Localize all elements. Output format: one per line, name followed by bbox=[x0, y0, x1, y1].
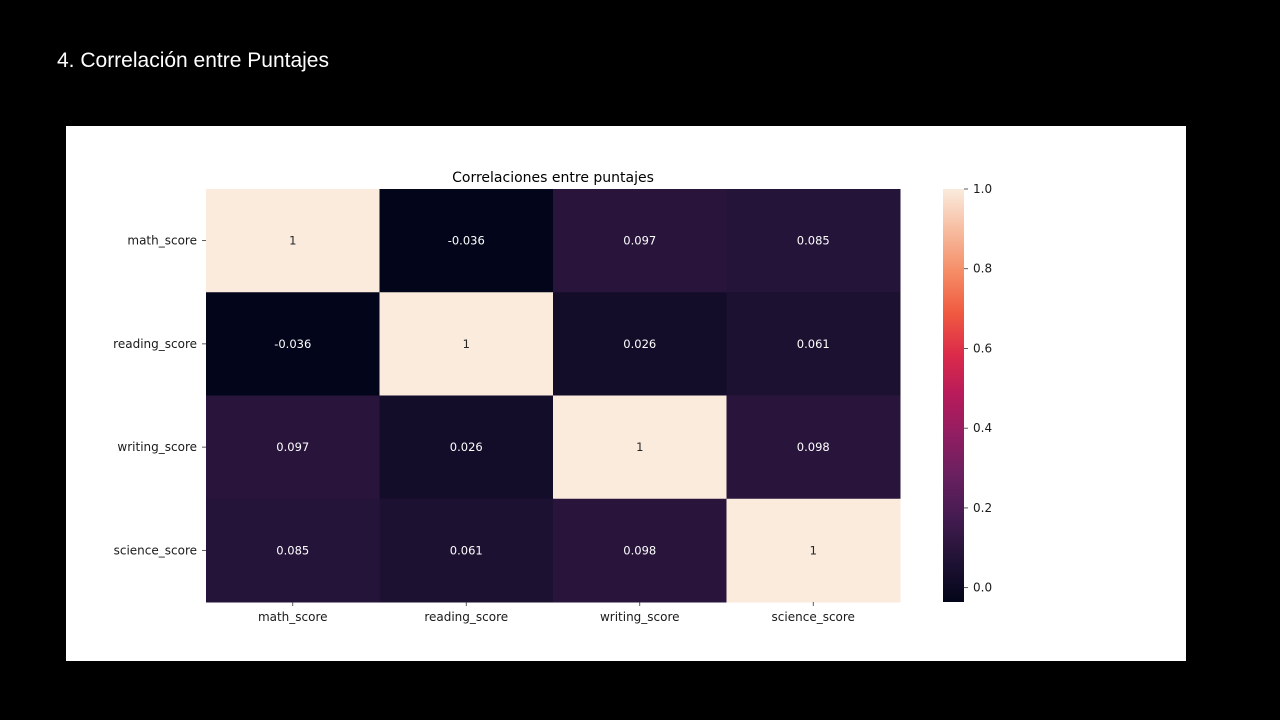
heatmap-cell-label: 0.085 bbox=[797, 234, 830, 248]
heatmap-cell-label: 0.026 bbox=[450, 440, 483, 454]
heatmap-cell-writing_score-writing_score bbox=[553, 395, 727, 500]
heatmap-cell-reading_score-math_score bbox=[206, 292, 380, 396]
heatmap-cell-label: -0.036 bbox=[274, 337, 311, 351]
heatmap-cell-writing_score-reading_score bbox=[379, 395, 554, 500]
heatmap-cell-math_score-writing_score bbox=[553, 189, 727, 293]
heatmap-cell-math_score-math_score bbox=[206, 189, 380, 293]
x-tick-label: math_score bbox=[258, 610, 328, 624]
heatmap-axis-ticks: math_score reading_score writing_score scie… bbox=[113, 234, 855, 624]
heatmap-cell-label: 0.098 bbox=[623, 543, 656, 557]
heatmap-cell-label: -0.036 bbox=[448, 234, 485, 248]
colorbar-tick-label: 0.8 bbox=[973, 262, 992, 276]
colorbar-tick-label: 1.0 bbox=[973, 182, 992, 196]
slide-title: 4. Correlación entre Puntajes bbox=[57, 49, 329, 72]
heatmap-cell-label: 0.026 bbox=[623, 337, 656, 351]
heatmap-cell-math_score-reading_score bbox=[379, 189, 554, 293]
heatmap-cell-science_score-reading_score bbox=[379, 498, 554, 603]
heatmap-cell-reading_score-writing_score bbox=[553, 292, 727, 396]
heatmap-cell-label: 1 bbox=[636, 440, 643, 454]
colorbar-tick-label: 0.6 bbox=[973, 341, 992, 355]
figure-panel: Correlaciones entre puntajes 1 -0.036 0.09… bbox=[66, 126, 1186, 661]
heatmap-cell-label: 0.098 bbox=[797, 440, 830, 454]
correlation-heatmap: Correlaciones entre puntajes 1 -0.036 0.09… bbox=[113, 170, 992, 624]
heatmap-cell-label: 1 bbox=[289, 234, 296, 248]
x-tick-label: science_score bbox=[772, 610, 855, 624]
colorbar-tick-label: 0.2 bbox=[973, 501, 992, 515]
y-tick-label: reading_score bbox=[113, 337, 197, 351]
y-tick-label: science_score bbox=[114, 543, 197, 557]
colorbar: 0.0 0.2 0.4 0.6 0.8 1.0 bbox=[943, 182, 992, 602]
heatmap-cells: 1 -0.036 0.097 0.085 -0.036 1 0.026 0.061 0.097 0… bbox=[206, 189, 901, 603]
colorbar-gradient bbox=[943, 189, 964, 602]
chart-title: Correlaciones entre puntajes bbox=[452, 170, 654, 186]
heatmap-cell-reading_score-science_score bbox=[726, 292, 901, 396]
heatmap-cell-math_score-science_score bbox=[726, 189, 901, 293]
heatmap-cell-science_score-science_score bbox=[726, 498, 901, 603]
colorbar-tick-label: 0.0 bbox=[973, 581, 992, 595]
heatmap-cell-writing_score-science_score bbox=[726, 395, 901, 500]
y-tick-label: writing_score bbox=[117, 440, 197, 454]
heatmap-cell-label: 0.085 bbox=[276, 543, 309, 557]
heatmap-cell-reading_score-reading_score bbox=[379, 292, 554, 396]
heatmap-cell-science_score-math_score bbox=[206, 498, 380, 603]
heatmap-cell-science_score-writing_score bbox=[553, 498, 727, 603]
x-tick-label: writing_score bbox=[600, 610, 680, 624]
y-tick-label: math_score bbox=[127, 234, 197, 248]
heatmap-cell-label: 1 bbox=[463, 337, 470, 351]
heatmap-cell-label: 0.061 bbox=[450, 543, 483, 557]
heatmap-cell-label: 0.061 bbox=[797, 337, 830, 351]
heatmap-cell-label: 1 bbox=[810, 543, 817, 557]
x-tick-label: reading_score bbox=[424, 610, 508, 624]
heatmap-cell-writing_score-math_score bbox=[206, 395, 380, 500]
heatmap-cell-label: 0.097 bbox=[276, 440, 309, 454]
colorbar-tick-label: 0.4 bbox=[973, 421, 992, 435]
heatmap-cell-label: 0.097 bbox=[623, 234, 656, 248]
